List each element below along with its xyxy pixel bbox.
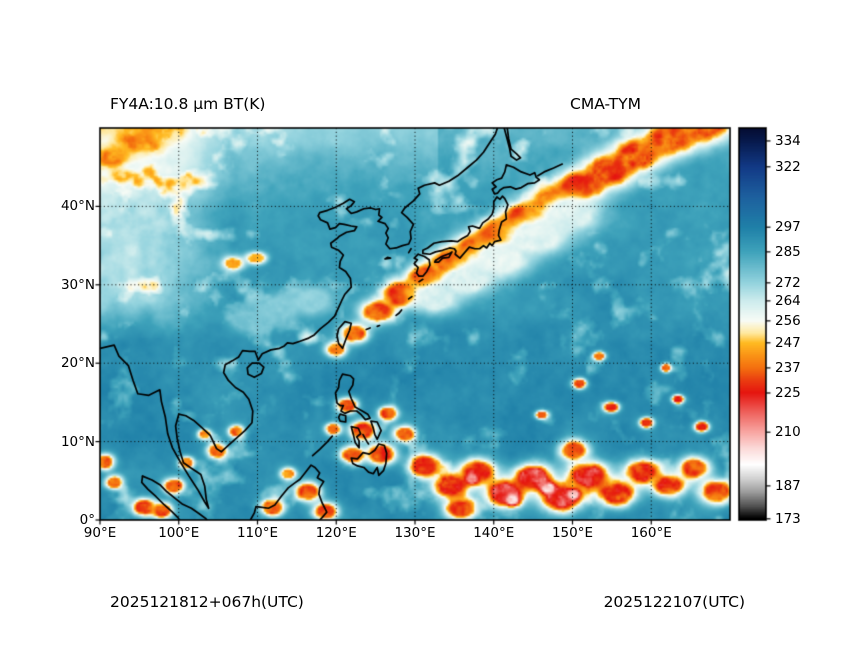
y-tick-label: 30°N (60, 276, 95, 293)
colorbar-tick-label: 272 (775, 274, 801, 291)
x-tick-label: 110°E (236, 525, 279, 541)
colorbar-tick-label: 210 (775, 424, 801, 441)
init-time-block: 2025121812+067h(UTC) 2025121820+067h(CST… (110, 540, 304, 645)
y-tick-label: 40°N (60, 198, 95, 215)
colorbar-tick-label: 247 (775, 334, 801, 351)
colorbar-tick-label: 237 (775, 359, 801, 376)
valid-time-utc: 2025122107(UTC) (603, 593, 745, 611)
x-tick-label: 150°E (551, 525, 594, 541)
colorbar-tick-label: 285 (775, 243, 801, 260)
colorbar-tick-label: 173 (775, 510, 801, 527)
x-tick-label: 160°E (630, 525, 672, 541)
valid-time-block: 2025122107(UTC) 2025122115(CST) (430, 540, 745, 645)
x-tick-label: 120°E (315, 525, 357, 541)
colorbar-tick-label: 264 (775, 292, 801, 309)
init-time-utc: 2025121812+067h(UTC) (110, 593, 304, 611)
colorbar-tick-label: 225 (775, 384, 801, 401)
y-tick-label: 0° (79, 512, 95, 528)
x-tick-label: 90°E (83, 525, 117, 541)
y-tick-label: 20°N (60, 355, 95, 372)
colorbar-tick-label: 297 (775, 219, 801, 236)
model-title: CMA-TYM (570, 95, 641, 113)
x-tick-label: 100°E (158, 525, 200, 541)
colorbar-tick-label: 187 (775, 477, 801, 494)
chart-title: FY4A:10.8 μm BT(K) (110, 95, 266, 113)
x-tick-label: 130°E (394, 525, 436, 541)
colorbar-tick-label: 334 (775, 132, 801, 149)
y-tick-label: 10°N (60, 433, 95, 450)
colorbar-tick-label: 256 (775, 312, 801, 329)
x-tick-label: 140°E (473, 525, 515, 541)
colorbar-tick-label: 322 (775, 158, 801, 175)
